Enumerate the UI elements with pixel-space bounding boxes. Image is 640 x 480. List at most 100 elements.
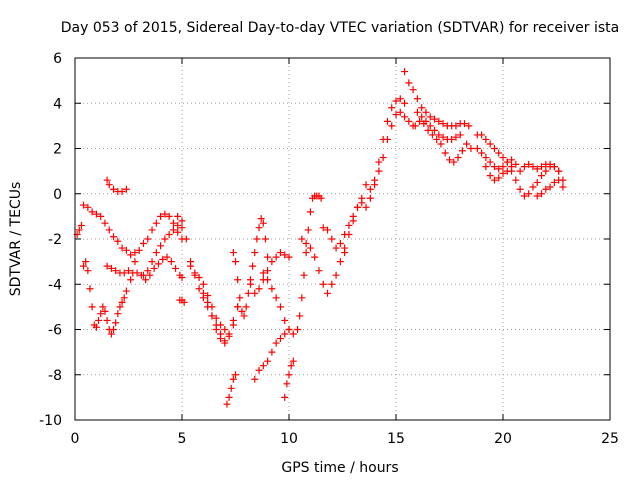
data-point xyxy=(383,135,391,143)
data-point xyxy=(478,131,486,139)
data-point xyxy=(264,276,272,284)
y-tick-label: 4 xyxy=(53,96,62,112)
data-point xyxy=(99,303,107,311)
data-point xyxy=(232,258,239,266)
series-arc-2 xyxy=(80,201,139,259)
data-point xyxy=(84,203,92,211)
series-arc-7 xyxy=(139,221,186,279)
data-point xyxy=(529,183,537,191)
data-point xyxy=(251,289,259,297)
data-point xyxy=(229,321,237,329)
data-point xyxy=(221,326,229,333)
data-point xyxy=(105,226,113,234)
data-point xyxy=(174,221,182,229)
data-point xyxy=(319,224,327,232)
data-point xyxy=(516,167,524,175)
series-arc-16 xyxy=(281,357,297,401)
data-point xyxy=(105,181,113,189)
data-point xyxy=(110,185,118,193)
data-point xyxy=(439,133,447,141)
data-point xyxy=(401,68,409,76)
data-point xyxy=(84,267,92,275)
data-point xyxy=(439,120,447,128)
data-point xyxy=(555,176,563,184)
data-point xyxy=(110,326,118,333)
data-point xyxy=(392,97,400,105)
series-arc-24 xyxy=(405,79,473,130)
data-point xyxy=(555,167,563,175)
data-point xyxy=(229,375,237,383)
data-point xyxy=(448,135,456,143)
data-point xyxy=(433,135,441,143)
data-point xyxy=(435,117,443,125)
data-point xyxy=(336,258,344,266)
data-point xyxy=(281,316,289,324)
data-point xyxy=(508,167,516,175)
data-point xyxy=(482,135,490,143)
data-point xyxy=(264,253,272,261)
data-point xyxy=(103,316,111,324)
data-point xyxy=(139,240,147,248)
series-arc-19 xyxy=(298,235,349,297)
data-point xyxy=(114,310,122,318)
data-point xyxy=(319,280,327,288)
series-arc-28 xyxy=(473,145,520,173)
chart-title: Day 053 of 2015, Sidereal Day-to-day VTE… xyxy=(61,20,619,36)
series-arc-9 xyxy=(187,262,242,345)
x-tick-label: 0 xyxy=(71,431,80,447)
data-point xyxy=(298,294,306,302)
data-point xyxy=(285,326,293,333)
series-arc-11 xyxy=(176,296,188,306)
data-point xyxy=(118,187,126,195)
data-point xyxy=(101,307,109,315)
series-arc-26 xyxy=(413,108,464,143)
data-point xyxy=(366,194,374,202)
data-point xyxy=(317,194,325,202)
data-point xyxy=(482,163,490,171)
data-point xyxy=(259,362,267,370)
data-point xyxy=(223,400,231,408)
data-point xyxy=(411,122,419,130)
data-point xyxy=(358,194,366,202)
data-point xyxy=(227,384,235,392)
data-point xyxy=(426,122,434,130)
data-point xyxy=(550,178,558,186)
data-point xyxy=(92,323,100,331)
data-point xyxy=(401,113,409,121)
data-point xyxy=(345,230,353,238)
data-point xyxy=(413,95,421,103)
data-point xyxy=(499,163,507,171)
data-point xyxy=(107,264,115,272)
data-point xyxy=(95,316,103,324)
data-point xyxy=(418,113,426,121)
data-point xyxy=(546,183,554,191)
series-arc-17 xyxy=(259,269,297,338)
data-point xyxy=(112,319,120,327)
data-point xyxy=(490,145,498,152)
data-point xyxy=(139,271,147,279)
data-point xyxy=(234,303,242,311)
data-point xyxy=(238,307,246,315)
series-arc-23 xyxy=(401,68,409,76)
x-tick-label: 25 xyxy=(601,431,619,447)
data-point xyxy=(157,212,165,220)
data-point xyxy=(131,249,139,257)
data-point xyxy=(255,366,263,374)
data-point xyxy=(490,176,498,184)
data-point xyxy=(499,154,507,162)
data-point xyxy=(253,235,261,243)
data-point xyxy=(116,303,124,311)
data-point xyxy=(204,298,212,306)
data-point xyxy=(118,244,126,252)
data-point xyxy=(486,158,494,166)
data-point xyxy=(405,117,413,125)
data-point xyxy=(225,393,233,401)
data-point xyxy=(217,335,225,343)
data-point xyxy=(311,253,319,261)
data-point xyxy=(362,181,370,189)
data-point xyxy=(296,312,304,320)
data-point xyxy=(144,267,152,275)
data-point xyxy=(268,348,276,356)
data-point xyxy=(264,267,272,275)
